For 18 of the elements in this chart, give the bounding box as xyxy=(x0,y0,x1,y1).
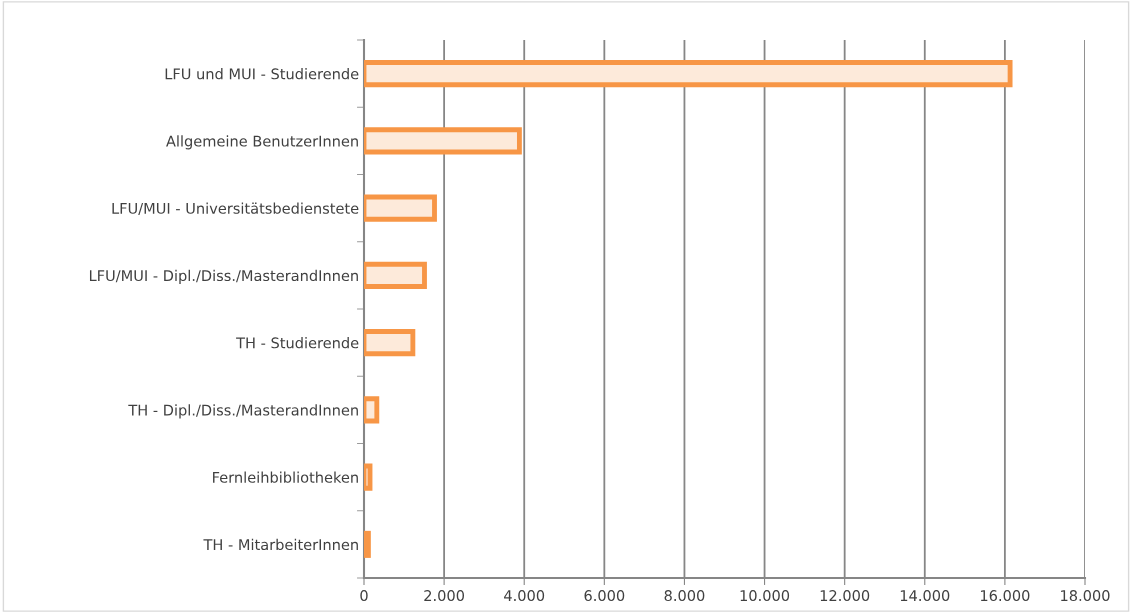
y-tick-label: LFU/MUI - Dipl./Diss./MasterandInnen xyxy=(89,269,358,284)
y-tick-label: LFU und MUI - Studierende xyxy=(165,68,359,80)
x-tick-label: 14.000 xyxy=(900,590,950,602)
x-tick-label: 2.000 xyxy=(424,590,465,602)
x-tick-label: 18.000 xyxy=(1061,590,1110,602)
x-tick-label: 16.000 xyxy=(980,590,1030,602)
y-tick-label: Fernleihbibliotheken xyxy=(213,471,358,483)
x-tick-label: 12.000 xyxy=(820,590,870,602)
y-tick-label: TH - Dipl./Diss./MasterandInnen xyxy=(128,404,358,419)
y-tick-label: LFU/MUI - Universitätsbedienstete xyxy=(112,202,359,216)
x-tick-label: 0 xyxy=(360,590,368,602)
x-tick-label: 10.000 xyxy=(740,590,790,602)
x-tick-label: 6.000 xyxy=(584,590,625,602)
y-tick-label: TH - Studierende xyxy=(236,337,359,349)
x-tick-label: 4.000 xyxy=(504,590,545,602)
y-tick-label: TH - MitarbeiterInnen xyxy=(203,538,358,551)
x-tick-label: 8.000 xyxy=(664,590,705,602)
y-tick-label: Allgemeine BenutzerInnen xyxy=(166,135,358,150)
